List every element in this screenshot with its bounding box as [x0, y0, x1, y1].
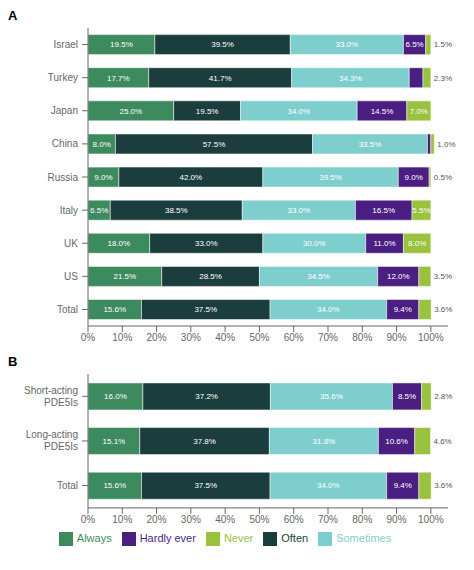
html-text:Always: Always	[76, 531, 112, 544]
svg-text:8.5%: 8.5%	[398, 392, 416, 401]
svg-text:40%: 40%	[215, 514, 235, 525]
svg-text:15.6%: 15.6%	[103, 481, 126, 490]
svg-text:30%: 30%	[181, 514, 201, 525]
svg-text:9.0%: 9.0%	[94, 173, 112, 182]
svg-text:20%: 20%	[147, 514, 167, 525]
svg-text:Total: Total	[57, 480, 78, 491]
svg-text:1.5%: 1.5%	[434, 40, 452, 49]
svg-text:100%: 100%	[418, 514, 444, 525]
html-text:Never: Never	[223, 531, 254, 544]
html-text:A: A	[8, 8, 18, 23]
svg-text:28.5%: 28.5%	[199, 272, 222, 281]
svg-text:0%: 0%	[81, 514, 96, 525]
svg-text:3.6%: 3.6%	[434, 481, 452, 490]
svg-text:19.5%: 19.5%	[110, 40, 133, 49]
svg-text:57.5%: 57.5%	[203, 140, 226, 149]
svg-text:25.0%: 25.0%	[120, 107, 143, 116]
svg-text:9.4%: 9.4%	[394, 305, 412, 314]
svg-text:40%: 40%	[215, 332, 235, 343]
svg-text:16.5%: 16.5%	[372, 206, 395, 215]
svg-text:60%: 60%	[284, 514, 304, 525]
svg-text:14.5%: 14.5%	[371, 107, 394, 116]
svg-text:2.8%: 2.8%	[434, 392, 452, 401]
svg-text:9.0%: 9.0%	[405, 173, 423, 182]
html-text:Hardly ever: Hardly ever	[139, 531, 196, 544]
svg-text:30.0%: 30.0%	[303, 239, 326, 248]
svg-text:1.0%: 1.0%	[437, 140, 455, 149]
svg-text:5.5%: 5.5%	[412, 206, 430, 215]
svg-text:39.5%: 39.5%	[319, 173, 342, 182]
svg-text:80%: 80%	[352, 332, 372, 343]
svg-text:37.2%: 37.2%	[195, 392, 218, 401]
svg-text:33.0%: 33.0%	[195, 239, 218, 248]
svg-text:31.8%: 31.8%	[313, 437, 336, 446]
svg-text:33.5%: 33.5%	[359, 140, 382, 149]
svg-text:18.0%: 18.0%	[108, 239, 131, 248]
svg-text:50%: 50%	[249, 514, 269, 525]
svg-text:10.6%: 10.6%	[385, 437, 408, 446]
svg-text:Japan: Japan	[51, 105, 78, 116]
svg-text:37.5%: 37.5%	[194, 305, 217, 314]
svg-text:21.5%: 21.5%	[114, 272, 137, 281]
svg-text:17.7%: 17.7%	[107, 74, 130, 83]
svg-text:34.0%: 34.0%	[317, 305, 340, 314]
svg-text:11.0%: 11.0%	[374, 239, 396, 248]
svg-text:90%: 90%	[387, 514, 407, 525]
svg-text:20%: 20%	[147, 332, 167, 343]
svg-text:2.3%: 2.3%	[434, 74, 452, 83]
svg-text:34.3%: 34.3%	[339, 74, 362, 83]
svg-text:42.0%: 42.0%	[180, 173, 203, 182]
svg-text:UK: UK	[64, 238, 78, 249]
svg-text:90%: 90%	[387, 332, 407, 343]
html-text:B: B	[8, 354, 18, 369]
svg-text:50%: 50%	[249, 332, 269, 343]
svg-text:60%: 60%	[284, 332, 304, 343]
svg-text:8.0%: 8.0%	[408, 239, 426, 248]
svg-text:3.6%: 3.6%	[434, 305, 452, 314]
svg-text:Short-actingPDE5Is: Short-actingPDE5Is	[24, 385, 78, 408]
svg-text:16.0%: 16.0%	[104, 392, 127, 401]
svg-text:10%: 10%	[112, 514, 132, 525]
svg-text:15.1%: 15.1%	[103, 437, 126, 446]
svg-text:Italy: Italy	[60, 205, 78, 216]
svg-text:0.5%: 0.5%	[434, 173, 452, 182]
svg-text:US: US	[64, 271, 78, 282]
svg-text:34.0%: 34.0%	[288, 107, 311, 116]
svg-text:Turkey: Turkey	[48, 72, 78, 83]
svg-text:China: China	[52, 138, 79, 149]
svg-text:3.5%: 3.5%	[434, 272, 452, 281]
svg-text:37.8%: 37.8%	[193, 437, 216, 446]
svg-text:Long-actingPDE5Is: Long-actingPDE5Is	[26, 429, 78, 452]
svg-text:70%: 70%	[318, 514, 338, 525]
svg-text:39.5%: 39.5%	[211, 40, 234, 49]
svg-text:70%: 70%	[318, 332, 338, 343]
svg-text:38.5%: 38.5%	[165, 206, 188, 215]
svg-text:30%: 30%	[181, 332, 201, 343]
svg-text:4.6%: 4.6%	[434, 437, 452, 446]
svg-text:80%: 80%	[352, 514, 372, 525]
svg-text:12.0%: 12.0%	[387, 272, 410, 281]
svg-text:35.6%: 35.6%	[320, 392, 343, 401]
svg-text:19.5%: 19.5%	[196, 107, 219, 116]
svg-text:Russia: Russia	[47, 172, 78, 183]
svg-text:34.5%: 34.5%	[307, 272, 330, 281]
svg-text:0%: 0%	[81, 332, 96, 343]
svg-text:Israel: Israel	[54, 39, 78, 50]
svg-text:41.7%: 41.7%	[209, 74, 232, 83]
svg-text:8.0%: 8.0%	[93, 140, 111, 149]
svg-text:34.0%: 34.0%	[317, 481, 340, 490]
svg-text:6.5%: 6.5%	[405, 40, 423, 49]
svg-text:6.5%: 6.5%	[90, 206, 108, 215]
svg-text:Total: Total	[57, 304, 78, 315]
svg-text:9.4%: 9.4%	[394, 481, 412, 490]
svg-text:15.6%: 15.6%	[103, 305, 126, 314]
html-text:Often: Often	[281, 531, 309, 544]
html-text:Sometimes: Sometimes	[336, 531, 392, 544]
svg-text:37.5%: 37.5%	[194, 481, 217, 490]
svg-text:33.0%: 33.0%	[336, 40, 359, 49]
svg-text:10%: 10%	[112, 332, 132, 343]
svg-text:100%: 100%	[418, 332, 444, 343]
svg-text:33.0%: 33.0%	[288, 206, 311, 215]
svg-text:7.0%: 7.0%	[410, 107, 428, 116]
